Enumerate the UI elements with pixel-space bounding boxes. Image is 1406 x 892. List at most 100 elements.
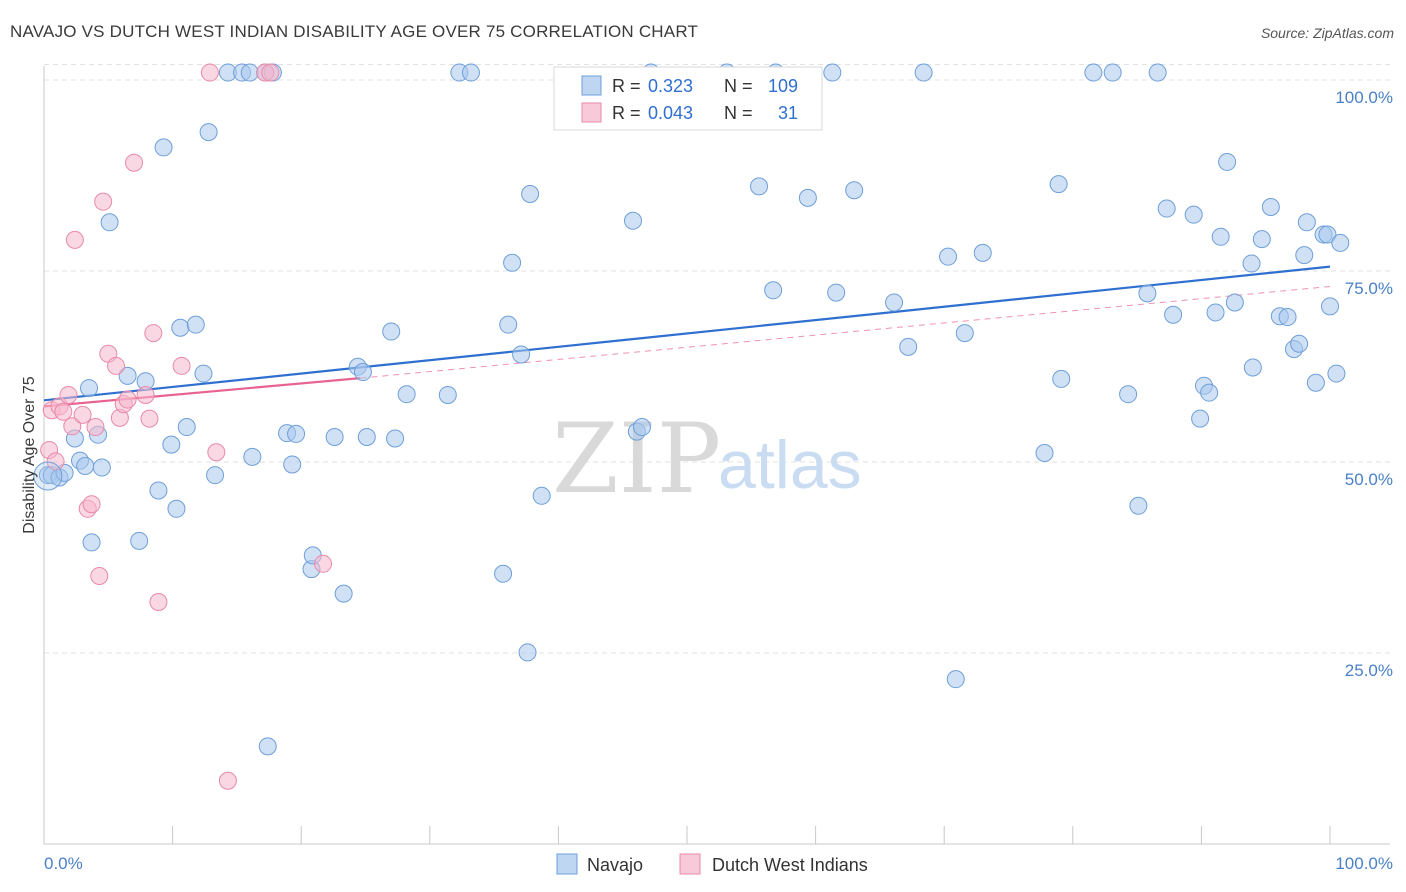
- navajo-point: [1295, 246, 1314, 265]
- dutch-point: [261, 63, 280, 82]
- navajo-trend-line: [43, 265, 1331, 402]
- navajo-point: [177, 418, 196, 437]
- legend-n-label-navajo: N =: [724, 76, 753, 96]
- legend-swatch-dutch: [581, 102, 602, 123]
- dutch-point: [63, 417, 82, 436]
- navajo-point: [1119, 385, 1138, 404]
- dutch-point: [94, 192, 113, 211]
- navajo-point: [397, 385, 416, 404]
- navajo-point: [1321, 297, 1339, 316]
- y-tick-label: 50.0%: [1345, 470, 1393, 489]
- series-legend-label-dutch: Dutch West Indians: [712, 855, 868, 875]
- navajo-point: [243, 447, 262, 466]
- navajo-point: [1242, 254, 1261, 273]
- navajo-point: [885, 293, 904, 312]
- legend-r-value-navajo: 0.323: [648, 76, 693, 96]
- navajo-point: [353, 363, 372, 382]
- navajo-point: [149, 481, 168, 500]
- navajo-point: [33, 461, 63, 491]
- navajo-point: [100, 213, 119, 232]
- navajo-point: [171, 318, 190, 337]
- navajo-point: [92, 458, 111, 477]
- dutch-point: [207, 443, 226, 462]
- legend-r-label-dutch: R =: [612, 103, 641, 123]
- dutch-point: [54, 402, 73, 421]
- navajo-point: [521, 185, 540, 204]
- stats-legend: R = 0.323 N = 109 R = 0.043 N = 31: [553, 66, 823, 131]
- dutch-point: [140, 409, 159, 428]
- dutch-point: [86, 418, 105, 437]
- dutch-point: [172, 356, 191, 375]
- legend-n-value-navajo: 109: [768, 76, 798, 96]
- y-tick-labels: 25.0% 50.0% 75.0% 100.0%: [1335, 88, 1393, 680]
- navajo-point: [1331, 233, 1350, 252]
- navajo-point: [386, 429, 405, 448]
- navajo-point: [154, 138, 173, 157]
- navajo-point: [845, 181, 864, 200]
- legend-swatch-navajo: [581, 75, 602, 96]
- navajo-point: [973, 243, 992, 262]
- navajo-point: [512, 345, 531, 364]
- navajo-point: [914, 63, 933, 82]
- navajo-point: [1278, 308, 1297, 327]
- dutch-trend-extension: [360, 285, 1331, 379]
- y-tick-label: 75.0%: [1345, 279, 1393, 298]
- navajo-point: [1218, 152, 1237, 171]
- series-legend: Navajo Dutch West Indians: [556, 853, 868, 875]
- chart-title: NAVAJO VS DUTCH WEST INDIAN DISABILITY A…: [10, 22, 699, 41]
- navajo-point: [130, 531, 149, 550]
- y-axis-label: Disability Age Over 75: [21, 376, 38, 534]
- navajo-point: [325, 427, 344, 446]
- navajo-point: [199, 123, 218, 142]
- navajo-point: [764, 281, 783, 300]
- navajo-point: [1225, 293, 1244, 312]
- navajo-point: [899, 337, 918, 356]
- legend-r-label-navajo: R =: [612, 76, 641, 96]
- dutch-point: [65, 230, 84, 249]
- x-tick-label: 100.0%: [1335, 854, 1393, 873]
- navajo-point: [1184, 205, 1203, 224]
- navajo-point: [80, 379, 99, 398]
- dutch-point: [90, 567, 109, 586]
- navajo-point: [240, 63, 259, 82]
- navajo-point: [532, 486, 551, 505]
- navajo-point: [518, 643, 537, 662]
- navajo-point: [186, 315, 205, 334]
- navajo-point: [955, 324, 974, 343]
- series-legend-swatch-navajo: [556, 853, 578, 875]
- navajo-point: [1327, 364, 1346, 383]
- navajo-point: [1211, 227, 1230, 246]
- dutch-trend-line: [43, 377, 361, 408]
- navajo-point: [1164, 305, 1183, 324]
- watermark-zip: ZIP: [552, 403, 721, 515]
- navajo-point: [1103, 63, 1122, 82]
- dutch-point: [82, 495, 101, 514]
- navajo-point: [499, 315, 518, 334]
- navajo-point: [1191, 409, 1210, 428]
- navajo-point: [1243, 358, 1262, 377]
- legend-r-value-dutch: 0.043: [648, 103, 693, 123]
- navajo-point: [283, 455, 302, 474]
- navajo-point: [357, 427, 376, 446]
- navajo-point: [206, 466, 225, 485]
- navajo-point: [827, 283, 846, 302]
- navajo-point: [1138, 284, 1157, 303]
- navajo-point: [82, 533, 101, 552]
- navajo-point: [1148, 63, 1167, 82]
- navajo-point: [1049, 175, 1068, 194]
- navajo-point: [1052, 369, 1071, 388]
- dutch-point: [46, 452, 65, 471]
- dutch-point: [118, 390, 137, 409]
- navajo-point: [1206, 303, 1225, 322]
- navajo-point: [823, 63, 842, 82]
- navajo-point: [438, 385, 457, 404]
- navajo-point: [1318, 225, 1337, 244]
- navajo-point: [1035, 444, 1054, 463]
- navajo-point: [1261, 198, 1280, 217]
- navajo-point: [382, 322, 401, 341]
- dutch-point: [144, 324, 163, 343]
- navajo-point: [1297, 213, 1316, 232]
- y-tick-label: 25.0%: [1345, 661, 1393, 680]
- dutch-point: [218, 771, 237, 790]
- navajo-point: [167, 499, 186, 518]
